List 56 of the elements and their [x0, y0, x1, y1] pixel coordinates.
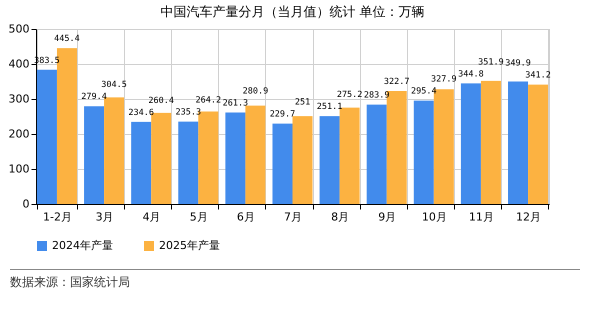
data-label: 264.2 [196, 96, 222, 106]
bar [366, 104, 387, 204]
legend-label: 2024年产量 [52, 239, 113, 252]
y-tick-label: 200 [8, 128, 30, 140]
x-tick-label: 6月 [236, 210, 255, 224]
x-tick-label: 10月 [422, 210, 447, 224]
data-label: 351.9 [478, 57, 504, 68]
bar [225, 112, 246, 204]
data-label: 229.7 [270, 110, 296, 120]
data-label: 445.4 [54, 34, 80, 44]
x-tick-label: 7月 [284, 210, 302, 224]
bar [272, 124, 292, 204]
data-label: 341.2 [525, 70, 551, 81]
data-label: 251.1 [316, 102, 342, 112]
x-tick-label: 9月 [378, 210, 396, 224]
legend-label: 2025年产量 [159, 239, 220, 252]
bar [178, 122, 198, 204]
data-label: 275.2 [336, 90, 362, 100]
data-label: 304.5 [101, 80, 127, 90]
x-tick-label: 3月 [96, 210, 114, 224]
bar [414, 100, 434, 204]
bar [245, 106, 266, 204]
data-label: 251 [294, 98, 310, 108]
x-tick-label: 1-2月 [42, 210, 72, 224]
bar [528, 84, 548, 204]
x-tick-label: 11月 [468, 210, 494, 224]
chart-title: 中国汽车产量分月（当月值）统计 单位：万辆 [160, 5, 425, 20]
y-tick-label: 300 [8, 92, 30, 106]
bar [508, 82, 528, 204]
data-label: 279.4 [81, 92, 107, 102]
data-label: 349.9 [505, 58, 531, 69]
y-tick-label: 400 [8, 58, 30, 70]
source-note: 数据来源：国家统计局 [10, 274, 131, 291]
bar [340, 108, 360, 204]
y-tick-label: 500 [8, 22, 30, 36]
x-tick-label: 12月 [516, 210, 542, 224]
data-label: 280.9 [242, 86, 268, 97]
bar [36, 70, 57, 204]
bar [480, 80, 501, 204]
x-tick-label: 4月 [142, 210, 161, 224]
y-tick-label: 0 [22, 198, 30, 210]
y-tick-label: 100 [8, 162, 30, 176]
bar [320, 116, 340, 204]
data-label: 235.3 [175, 108, 202, 118]
data-label: 327.9 [431, 74, 457, 85]
x-tick-label: 8月 [331, 210, 350, 224]
bar [131, 122, 152, 204]
bar [292, 116, 313, 204]
x-tick-label: 5月 [190, 210, 208, 224]
data-label: 261.3 [222, 98, 248, 109]
data-label: 234.6 [128, 108, 154, 118]
bar [84, 106, 104, 204]
data-label: 260.4 [148, 96, 174, 106]
bar [460, 83, 481, 204]
data-label: 344.8 [458, 69, 484, 80]
data-label: 322.7 [384, 77, 410, 88]
